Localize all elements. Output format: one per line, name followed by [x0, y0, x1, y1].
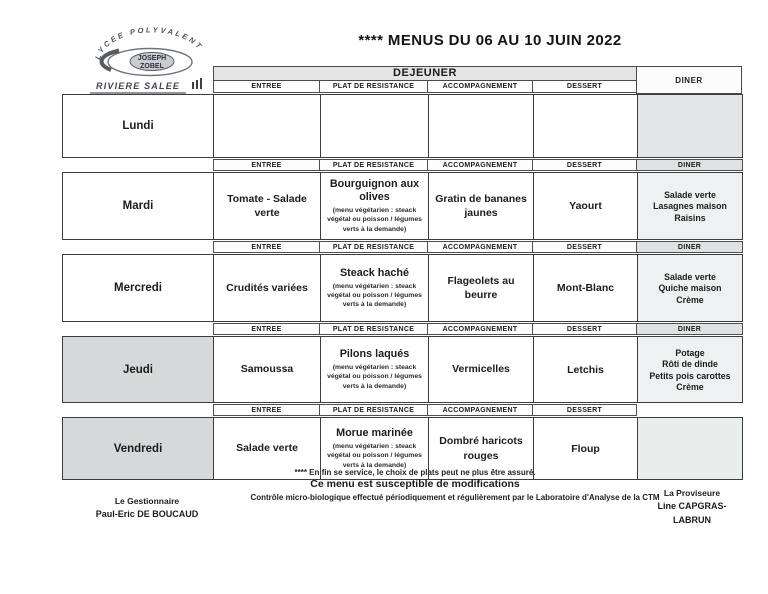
page-title: **** MENUS DU 06 AU 10 JUIN 2022 — [358, 32, 622, 49]
manager-name: Paul-Eric DE BOUCAUD — [95, 509, 199, 520]
dish-name: Bourguignon aux olives — [329, 178, 420, 204]
column-header-diner: DINER — [637, 241, 743, 253]
column-header-strip: ENTREE PLAT DE RESISTANCE ACCOMPAGNEMENT… — [213, 241, 743, 253]
menu-row-jeudi: Jeudi Samoussa Pilons laqués (menu végét… — [62, 336, 743, 403]
column-header-accompagnement: ACCOMPAGNEMENT — [428, 323, 533, 335]
dessert-cell-mercredi: Mont-Blanc — [533, 255, 637, 321]
accompagnement-cell-lundi — [428, 95, 533, 157]
column-header-accompagnement: ACCOMPAGNEMENT — [428, 159, 533, 171]
weekly-menu-table: DEJEUNER ENTREE PLAT DE RESISTANCE ACCOM… — [62, 66, 743, 480]
entree-cell-lundi — [213, 95, 320, 157]
column-header-plat: PLAT DE RESISTANCE — [320, 241, 428, 253]
plat-cell-jeudi: Pilons laqués (menu végétarien : steack … — [320, 337, 428, 402]
column-header-strip: ENTREE PLAT DE RESISTANCE ACCOMPAGNEMENT… — [213, 81, 637, 93]
day-cell-jeudi: Jeudi — [63, 337, 213, 402]
vegetarian-note: (menu végétarien : steack végétal ou poi… — [327, 282, 422, 309]
column-header-dessert: DESSERT — [533, 159, 637, 171]
dessert-cell-lundi — [533, 95, 637, 157]
day-cell-lundi: Lundi — [122, 120, 154, 132]
school-logo-emblem-icon: LYCEE POLYVALENT JOSEPH ZOBEL — [93, 26, 203, 77]
column-header-accompagnement: ACCOMPAGNEMENT — [428, 404, 533, 416]
column-header-dessert: DESSERT — [533, 241, 637, 253]
column-header-dessert: DESSERT — [533, 81, 637, 93]
dessert-cell-jeudi: Letchis — [533, 337, 637, 402]
plat-cell-mercredi: Steack haché (menu végétarien : steack v… — [320, 255, 428, 321]
dish-name: Pilons laqués — [339, 348, 410, 361]
dejeuner-header: DEJEUNER — [213, 66, 637, 81]
plat-cell-lundi — [320, 95, 428, 157]
column-header-plat: PLAT DE RESISTANCE — [320, 323, 428, 335]
microbiological-control-note: Contrôle micro-biologique effectué pério… — [250, 493, 660, 502]
menu-row-mardi: Mardi Tomate - Salade verte Bourguignon … — [62, 172, 743, 240]
column-header-plat: PLAT DE RESISTANCE — [320, 159, 428, 171]
menu-row-lundi: Lundi — [62, 94, 743, 158]
principal-title: La Proviseure — [663, 488, 721, 498]
column-header-entree: ENTREE — [213, 81, 320, 93]
diner-cell-vendredi — [637, 418, 742, 479]
principal-signature-block: La Proviseure Line CAPGRAS-LABRUN — [654, 487, 730, 528]
logo-city-text: RIVIERE SALEE — [90, 81, 187, 94]
entree-cell-jeudi: Samoussa — [213, 337, 320, 402]
diner-cell-mercredi: Salade verte Quiche maison Crème — [637, 255, 742, 321]
dish-name: Steack haché — [339, 266, 410, 279]
modification-note: Ce menu est susceptible de modifications — [310, 478, 520, 490]
column-header-entree: ENTREE — [213, 159, 320, 171]
menu-row-vendredi: Vendredi Salade verte Morue marinée (men… — [62, 417, 743, 480]
column-header-strip: ENTREE PLAT DE RESISTANCE ACCOMPAGNEMENT… — [213, 404, 743, 416]
dejeuner-header-group: DEJEUNER ENTREE PLAT DE RESISTANCE ACCOM… — [213, 66, 637, 94]
dessert-cell-vendredi: Floup — [533, 418, 637, 479]
table-header-band: DEJEUNER ENTREE PLAT DE RESISTANCE ACCOM… — [62, 66, 743, 94]
diner-cell-mardi: Salade verte Lasagnes maison Raisins — [637, 173, 742, 239]
entree-cell-vendredi: Salade verte — [213, 418, 320, 479]
column-header-entree: ENTREE — [213, 404, 320, 416]
vegetarian-note: (menu végétarien : steack végétal ou poi… — [327, 207, 422, 233]
diner-header: DINER — [636, 66, 742, 94]
menu-row-mercredi: Mercredi Crudités variées Steack haché (… — [62, 254, 743, 322]
column-header-dessert: DESSERT — [533, 404, 637, 416]
vegetarian-note: (menu végétarien : steack végétal ou poi… — [327, 443, 422, 469]
column-header-diner: DINER — [637, 159, 743, 171]
accompagnement-cell-mardi: Gratin de bananes jaunes — [428, 173, 533, 239]
column-header-entree: ENTREE — [213, 241, 320, 253]
accompagnement-cell-mercredi: Flageolets au beurre — [428, 255, 533, 321]
manager-signature-block: Le Gestionnaire Paul-Eric DE BOUCAUD — [96, 495, 199, 522]
column-header-accompagnement: ACCOMPAGNEMENT — [428, 81, 533, 93]
column-header-plat: PLAT DE RESISTANCE — [320, 81, 428, 93]
day-cell-mercredi: Mercredi — [114, 282, 162, 294]
accompagnement-cell-vendredi: Dombré haricots rouges — [428, 418, 533, 479]
logo-city-row: RIVIERE SALEE — [84, 76, 214, 94]
school-logo: LYCEE POLYVALENT JOSEPH ZOBEL RIVIERE SA… — [84, 26, 214, 94]
logo-school-name-line1: JOSEPH — [138, 55, 166, 62]
accompagnement-cell-jeudi: Vermicelles — [428, 337, 533, 402]
column-header-strip: ENTREE PLAT DE RESISTANCE ACCOMPAGNEMENT… — [213, 159, 743, 171]
diner-cell-lundi — [637, 95, 742, 157]
entree-cell-mardi: Tomate - Salade verte — [213, 173, 320, 239]
logo-school-name-line2: ZOBEL — [140, 63, 164, 70]
logo-bars-icon — [190, 76, 203, 94]
diner-cell-jeudi: Potage Rôti de dinde Petits pois carotte… — [637, 337, 742, 402]
plat-cell-mardi: Bourguignon aux olives (menu végétarien … — [320, 173, 428, 239]
column-header-dessert: DESSERT — [533, 323, 637, 335]
principal-name: Line CAPGRAS-LABRUN — [657, 501, 727, 526]
column-header-diner: DINER — [637, 323, 743, 335]
day-cell-vendredi: Vendredi — [63, 418, 213, 479]
column-header-entree: ENTREE — [213, 323, 320, 335]
column-header-accompagnement: ACCOMPAGNEMENT — [428, 241, 533, 253]
column-header-plat: PLAT DE RESISTANCE — [320, 404, 428, 416]
header-day-spacer — [62, 66, 213, 94]
plat-cell-vendredi: Morue marinée (menu végétarien : steack … — [320, 418, 428, 479]
dish-name: Morue marinée — [336, 427, 413, 440]
vegetarian-note: (menu végétarien : steack végétal ou poi… — [327, 364, 422, 390]
day-cell-mardi: Mardi — [122, 200, 154, 212]
column-header-strip: ENTREE PLAT DE RESISTANCE ACCOMPAGNEMENT… — [213, 323, 743, 335]
service-footnote: **** En fin se service, le choix de plat… — [294, 468, 536, 477]
manager-title: Le Gestionnaire — [114, 496, 180, 506]
dessert-cell-mardi: Yaourt — [533, 173, 637, 239]
entree-cell-mercredi: Crudités variées — [213, 255, 320, 321]
